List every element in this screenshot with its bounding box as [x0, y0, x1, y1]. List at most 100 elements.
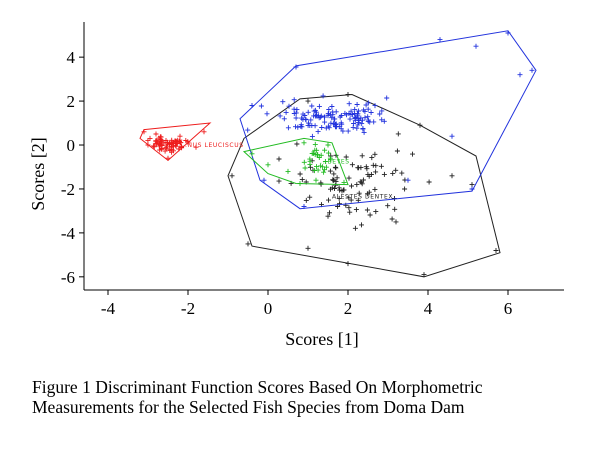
data-point	[345, 128, 351, 134]
data-point	[355, 165, 361, 171]
data-point	[332, 116, 338, 122]
data-point	[299, 177, 305, 183]
data-point	[331, 171, 337, 177]
data-point	[322, 147, 328, 153]
data-point	[285, 168, 291, 174]
data-point	[328, 120, 334, 126]
data-point	[298, 123, 304, 129]
data-point	[314, 152, 320, 158]
data-point	[358, 115, 364, 121]
data-point	[313, 112, 319, 118]
data-point	[170, 140, 176, 146]
data-point	[153, 131, 159, 137]
data-point	[158, 139, 164, 145]
data-point	[337, 187, 343, 193]
data-point	[305, 245, 311, 251]
data-point	[369, 155, 375, 161]
discriminant-scatter-chart: ALESTES DENTEX ...BEYES ...NUS LEUCISCUS -…	[28, 22, 564, 349]
data-point	[167, 146, 173, 152]
data-point	[330, 112, 336, 118]
data-point	[393, 167, 399, 173]
data-point	[329, 185, 335, 191]
y-tick-label: 4	[67, 48, 76, 67]
data-point	[373, 163, 379, 169]
data-point	[316, 103, 322, 109]
data-point	[381, 171, 387, 177]
data-point	[336, 195, 342, 201]
data-point	[361, 107, 367, 113]
data-point	[312, 123, 318, 129]
data-point	[164, 143, 170, 149]
data-point	[359, 222, 364, 228]
axes: -4 -2 0 2 4 6 -6 -4 -2 0 2 4	[61, 22, 564, 318]
data-point	[348, 197, 354, 203]
data-point	[320, 93, 326, 99]
x-tick-label: 4	[424, 299, 433, 318]
data-point	[362, 115, 368, 121]
data-point	[309, 133, 315, 139]
data-point	[179, 144, 184, 150]
data-point	[312, 147, 318, 153]
data-point	[361, 129, 367, 135]
data-point	[493, 248, 499, 253]
data-point	[309, 103, 315, 109]
data-point	[332, 186, 337, 191]
species-groups: ALESTES DENTEX ...BEYES ...NUS LEUCISCUS	[139, 30, 537, 278]
data-point	[265, 162, 271, 168]
data-point	[337, 123, 343, 129]
data-point	[293, 115, 299, 121]
data-point	[157, 134, 163, 140]
y-tick-label: -6	[61, 268, 75, 287]
data-point	[297, 181, 303, 186]
x-axis-title: Scores [1]	[285, 329, 358, 349]
data-point	[356, 190, 362, 196]
data-point	[505, 30, 511, 36]
data-point	[313, 177, 319, 183]
data-point	[327, 168, 333, 174]
data-point	[449, 173, 455, 179]
y-axis-title: Scores [2]	[28, 137, 48, 210]
data-point	[276, 156, 282, 162]
data-point	[311, 150, 316, 156]
data-point	[308, 117, 314, 123]
data-point	[316, 155, 322, 160]
data-point	[276, 178, 282, 184]
data-point	[145, 142, 151, 148]
data-point	[337, 201, 342, 207]
data-point	[301, 204, 307, 209]
data-point	[178, 140, 184, 146]
data-point	[245, 127, 251, 133]
y-tick-label: -4	[61, 224, 76, 243]
group-2-label: ALESTES DENTEX	[332, 194, 393, 201]
data-point	[339, 188, 345, 194]
data-point	[159, 146, 165, 152]
group-1-label: ...BEYES	[320, 159, 350, 166]
data-point	[151, 144, 157, 150]
data-point	[283, 109, 289, 115]
data-point	[280, 99, 286, 105]
data-point	[325, 213, 331, 219]
data-point	[312, 168, 317, 174]
data-point	[229, 173, 235, 179]
data-point	[426, 179, 432, 185]
data-point	[351, 121, 357, 126]
data-point	[365, 114, 371, 120]
data-point	[314, 113, 320, 119]
data-point	[449, 133, 455, 139]
data-point	[346, 195, 352, 201]
data-point	[322, 114, 328, 120]
data-point	[334, 124, 339, 130]
data-point	[321, 169, 327, 175]
data-point	[365, 106, 371, 112]
data-point	[299, 115, 305, 121]
group-0: ...NUS LEUCISCUS	[139, 122, 243, 162]
data-point	[294, 141, 300, 147]
data-point	[153, 141, 159, 147]
data-point	[145, 138, 151, 144]
y-tick-label: 2	[67, 92, 76, 111]
data-point	[349, 162, 355, 168]
data-point	[307, 194, 313, 200]
data-point	[163, 144, 169, 150]
data-point	[305, 109, 311, 115]
data-point	[325, 142, 331, 148]
